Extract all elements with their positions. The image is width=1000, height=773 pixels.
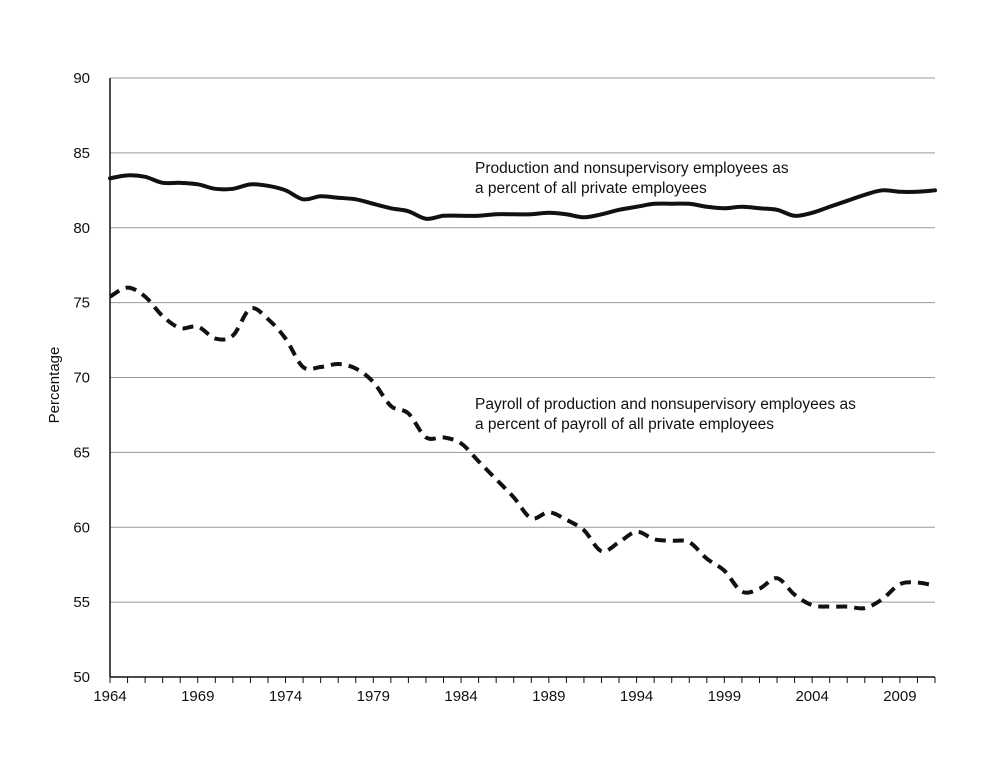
annotation-payroll: Payroll of production and nonsupervisory… — [475, 396, 860, 433]
series-line-employees — [108, 173, 937, 221]
annotation-employees-line-2: a percent of all private employees — [475, 180, 707, 197]
series-lines — [108, 173, 937, 611]
y-tick-label: 85 — [73, 145, 90, 162]
annotation-payroll-line-2: a percent of payroll of all private empl… — [475, 416, 774, 433]
x-tick-label: 1964 — [93, 688, 126, 705]
annotation-payroll-line-1: Payroll of production and nonsupervisory… — [475, 396, 856, 413]
x-tick-label: 1984 — [444, 688, 477, 705]
y-tick-label: 90 — [73, 70, 90, 87]
y-tick-label: 80 — [73, 220, 90, 237]
series-line-payroll — [108, 285, 936, 611]
x-tick-label: 1999 — [708, 688, 741, 705]
annotation-employees: Production and nonsupervisory employees … — [475, 160, 793, 197]
x-tick-label: 2009 — [883, 688, 916, 705]
y-tick-label: 50 — [73, 669, 90, 686]
x-tick-label: 2004 — [795, 688, 828, 705]
y-tick-label: 65 — [73, 444, 90, 461]
x-tick-label: 1974 — [269, 688, 302, 705]
y-tick-label: 60 — [73, 519, 90, 536]
y-axis-title: Percentage — [46, 347, 63, 424]
y-tick-label: 70 — [73, 370, 90, 387]
labels: Percentage Production and nonsupervisory… — [46, 70, 917, 705]
x-tick-label: 1989 — [532, 688, 565, 705]
x-tick-label: 1994 — [620, 688, 653, 705]
x-tick-label: 1969 — [181, 688, 214, 705]
gridlines — [110, 77, 935, 603]
x-tick-label: 1979 — [357, 688, 390, 705]
annotation-employees-line-1: Production and nonsupervisory employees … — [475, 160, 789, 177]
y-tick-label: 75 — [73, 295, 90, 312]
y-tick-label: 55 — [73, 594, 90, 611]
